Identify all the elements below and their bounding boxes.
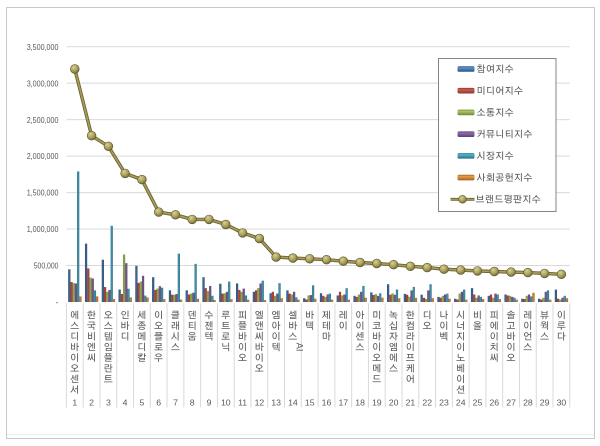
- svg-text:2: 2: [89, 397, 94, 407]
- svg-text:16: 16: [322, 397, 332, 407]
- svg-text:20: 20: [389, 397, 399, 407]
- svg-text:19: 19: [372, 397, 382, 407]
- svg-text:500,000: 500,000: [34, 261, 59, 271]
- svg-text:11: 11: [238, 397, 247, 407]
- svg-text:2,500,000: 2,500,000: [27, 115, 59, 125]
- svg-text:17: 17: [338, 397, 348, 407]
- svg-text:25: 25: [473, 397, 483, 407]
- svg-text:3,000,000: 3,000,000: [27, 78, 59, 88]
- svg-text:22: 22: [422, 397, 432, 407]
- svg-text:1,500,000: 1,500,000: [27, 188, 59, 198]
- svg-text:26: 26: [489, 397, 499, 407]
- svg-text:3: 3: [106, 397, 111, 407]
- svg-text:27: 27: [506, 397, 516, 407]
- svg-text:23: 23: [439, 397, 449, 407]
- svg-text:6: 6: [156, 397, 161, 407]
- svg-text:2,000,000: 2,000,000: [27, 151, 59, 161]
- svg-text:29: 29: [540, 397, 550, 407]
- svg-text:-: -: [56, 297, 59, 307]
- svg-text:30: 30: [557, 397, 567, 407]
- svg-text:AI: AI: [295, 343, 306, 352]
- svg-text:5: 5: [139, 397, 144, 407]
- svg-text:28: 28: [523, 397, 533, 407]
- svg-text:10: 10: [221, 397, 231, 407]
- svg-text:7: 7: [173, 397, 178, 407]
- svg-text:14: 14: [288, 397, 298, 407]
- svg-text:18: 18: [355, 397, 365, 407]
- svg-text:21: 21: [406, 397, 416, 407]
- svg-text:24: 24: [456, 397, 466, 407]
- svg-text:13: 13: [271, 397, 281, 407]
- svg-text:12: 12: [255, 397, 265, 407]
- svg-text:1,000,000: 1,000,000: [27, 224, 59, 234]
- svg-text:9: 9: [207, 397, 212, 407]
- svg-text:15: 15: [305, 397, 315, 407]
- svg-text:8: 8: [190, 397, 195, 407]
- svg-text:1: 1: [72, 397, 77, 407]
- svg-text:4: 4: [123, 397, 128, 407]
- svg-text:3,500,000: 3,500,000: [27, 42, 59, 52]
